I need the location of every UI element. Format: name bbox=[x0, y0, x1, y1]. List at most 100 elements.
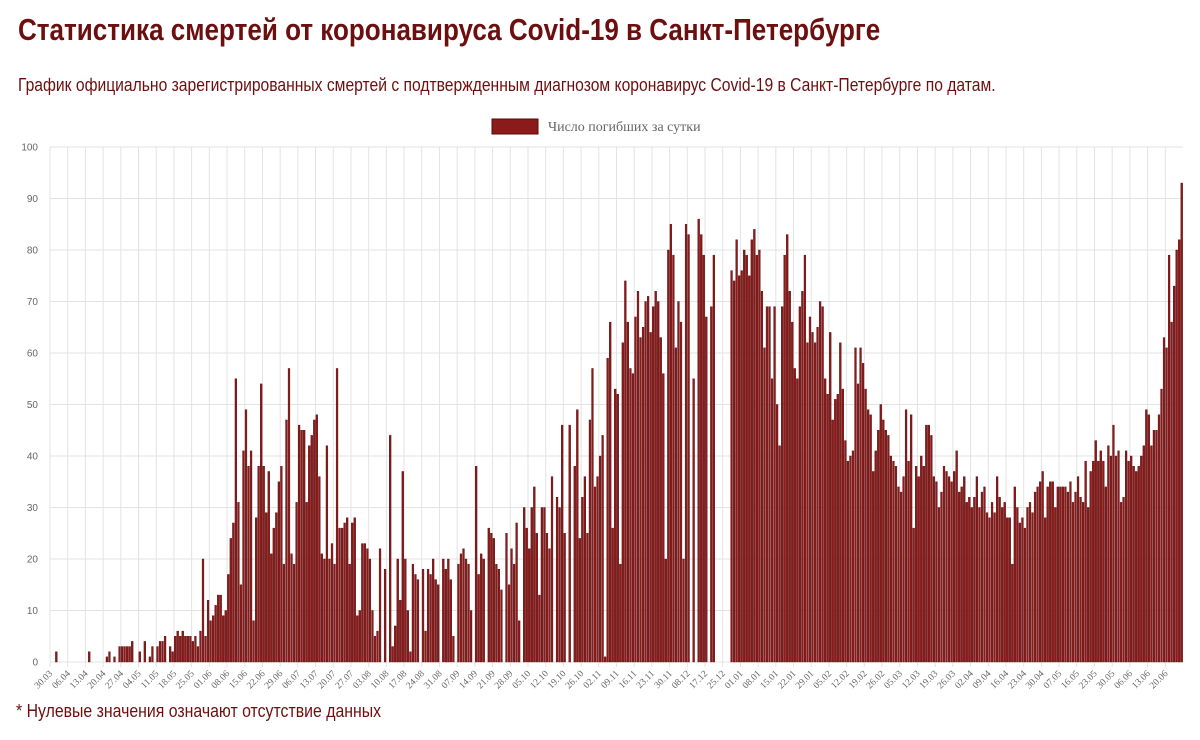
x-tick-label: 03.08 bbox=[352, 669, 374, 691]
x-tick-label: 06.04 bbox=[51, 669, 73, 691]
bar bbox=[712, 254, 715, 663]
bar bbox=[1044, 517, 1047, 663]
bar bbox=[523, 507, 526, 663]
bar bbox=[1140, 455, 1143, 663]
bar bbox=[353, 517, 356, 663]
bar bbox=[897, 486, 900, 663]
x-tick-label: 09.11 bbox=[600, 669, 622, 691]
bar bbox=[583, 476, 586, 663]
bar bbox=[237, 502, 240, 663]
bar bbox=[1107, 445, 1110, 663]
bar bbox=[644, 301, 647, 663]
x-tick-label: 15.01 bbox=[759, 669, 781, 691]
x-tick-label: 19.02 bbox=[847, 669, 869, 691]
legend[interactable]: Число погибших за сутки bbox=[491, 118, 701, 135]
bar bbox=[1109, 455, 1113, 663]
bar bbox=[639, 337, 642, 663]
bar bbox=[196, 646, 200, 663]
bar bbox=[859, 347, 862, 663]
bar bbox=[958, 491, 961, 663]
x-tick-label: 10.08 bbox=[369, 669, 391, 691]
bar bbox=[543, 507, 546, 663]
bar bbox=[480, 553, 483, 663]
bar bbox=[338, 527, 341, 663]
bar bbox=[239, 584, 243, 663]
bar bbox=[851, 450, 855, 663]
bar bbox=[1081, 502, 1085, 663]
bar bbox=[659, 337, 662, 663]
x-tick-label: 30.04 bbox=[1024, 669, 1046, 691]
bar bbox=[199, 630, 202, 663]
bar bbox=[1173, 285, 1176, 663]
bar bbox=[348, 563, 351, 663]
y-tick-label: 40 bbox=[27, 452, 39, 463]
bar bbox=[647, 296, 650, 663]
bar bbox=[328, 558, 331, 663]
bar bbox=[492, 538, 495, 663]
x-tick-label: 22.01 bbox=[776, 669, 798, 691]
y-tick-label: 10 bbox=[27, 606, 39, 617]
bar bbox=[816, 327, 819, 663]
bar bbox=[487, 527, 490, 663]
bar bbox=[292, 563, 296, 663]
x-tick-label: 06.06 bbox=[1113, 669, 1135, 691]
bar bbox=[1084, 460, 1087, 663]
bar bbox=[879, 404, 882, 663]
bar bbox=[1023, 527, 1027, 663]
bar bbox=[884, 430, 887, 663]
x-tick-label: 01.06 bbox=[192, 669, 214, 691]
bar bbox=[538, 594, 541, 663]
bar bbox=[247, 466, 250, 663]
y-tick-label: 90 bbox=[27, 194, 39, 205]
bar bbox=[512, 563, 516, 663]
bar bbox=[113, 656, 116, 663]
bar bbox=[664, 558, 667, 663]
bar bbox=[606, 357, 609, 663]
bar bbox=[108, 651, 111, 663]
x-tick-label: 13.04 bbox=[68, 669, 90, 691]
x-tick-label: 13.07 bbox=[298, 669, 320, 691]
bar bbox=[358, 610, 361, 663]
bar bbox=[988, 517, 991, 663]
bar bbox=[500, 589, 503, 663]
bar bbox=[1114, 455, 1118, 663]
bar bbox=[429, 574, 432, 663]
bar bbox=[525, 527, 528, 663]
bar bbox=[601, 435, 604, 663]
x-tick-label: 26.03 bbox=[936, 669, 958, 691]
bar bbox=[869, 414, 872, 663]
bar bbox=[743, 249, 746, 663]
x-tick-label: 20.06 bbox=[1148, 669, 1170, 691]
bar bbox=[161, 641, 164, 663]
bar bbox=[745, 254, 748, 663]
bar bbox=[179, 636, 182, 663]
bar bbox=[738, 275, 741, 663]
x-tick-label: 16.11 bbox=[617, 669, 639, 691]
bar bbox=[361, 543, 364, 663]
bar bbox=[457, 563, 460, 663]
bar bbox=[672, 254, 675, 663]
bar bbox=[573, 466, 576, 663]
bar bbox=[505, 533, 508, 663]
x-tick-label: 31.08 bbox=[422, 669, 444, 691]
bar bbox=[1167, 254, 1171, 663]
bar bbox=[854, 347, 857, 663]
x-tick-label: 24.08 bbox=[405, 669, 427, 691]
bar bbox=[366, 548, 369, 663]
bar bbox=[705, 316, 708, 663]
x-tick-label: 30.03 bbox=[33, 669, 55, 691]
bar bbox=[679, 321, 683, 663]
bar bbox=[925, 424, 928, 663]
x-tick-label: 23.11 bbox=[635, 669, 657, 691]
bar bbox=[391, 646, 394, 663]
x-tick-label: 09.04 bbox=[971, 669, 993, 691]
bar bbox=[222, 615, 225, 663]
bar bbox=[641, 327, 645, 663]
bar bbox=[955, 450, 958, 663]
bar bbox=[1054, 507, 1057, 663]
bar bbox=[581, 497, 584, 663]
bar bbox=[209, 620, 212, 663]
bar bbox=[118, 646, 121, 663]
bar bbox=[960, 486, 963, 663]
bar bbox=[775, 404, 779, 663]
